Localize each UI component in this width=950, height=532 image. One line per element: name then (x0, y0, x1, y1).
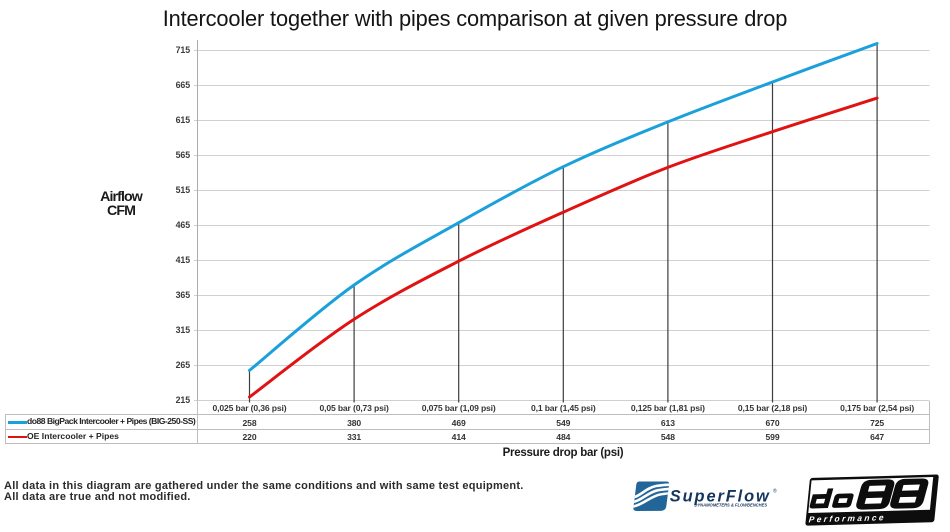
svg-text:Performance: Performance (808, 512, 886, 524)
svg-text:DYNAMOMETERS & FLOWBENCHES: DYNAMOMETERS & FLOWBENCHES (695, 502, 768, 507)
svg-text:®: ® (773, 488, 777, 495)
svg-text:SuperFlow: SuperFlow (670, 488, 771, 506)
